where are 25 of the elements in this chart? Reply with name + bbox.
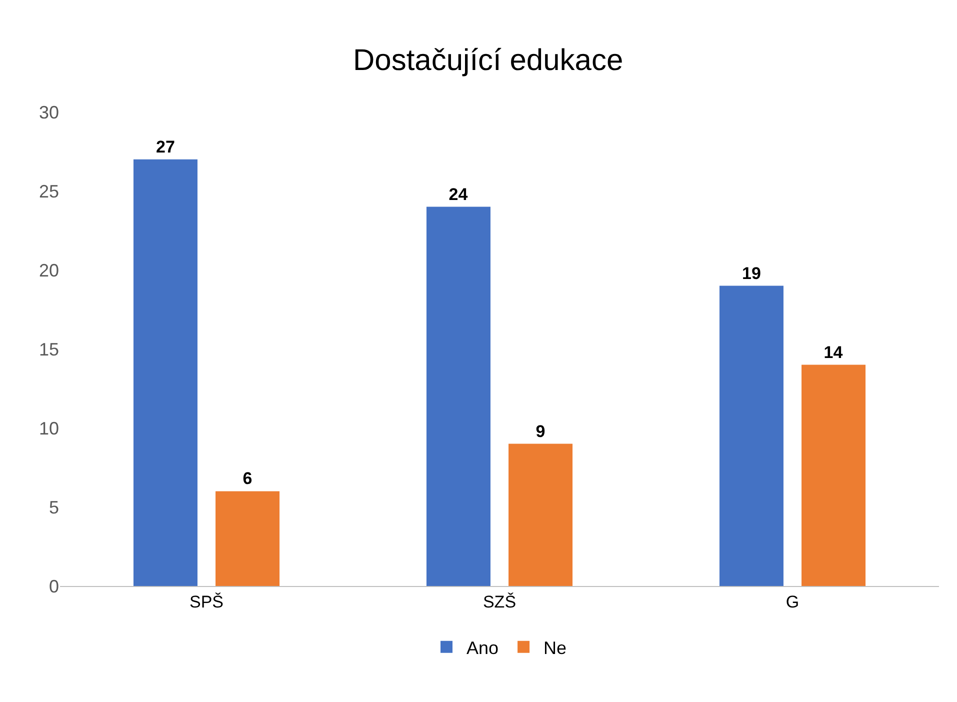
y-tick-label: 5: [48, 497, 59, 518]
y-tick-label: 0: [48, 576, 59, 596]
data-label: 14: [824, 342, 844, 362]
data-label: 6: [242, 469, 252, 488]
bar: [719, 286, 784, 586]
x-tick-label: SPŠ: [189, 592, 224, 612]
bar: [508, 444, 573, 586]
data-label: 19: [742, 264, 761, 283]
data-label: 24: [448, 184, 468, 204]
legend-label: Ne: [544, 638, 567, 658]
y-tick-label: 15: [38, 339, 59, 360]
chart-title: Dostačující edukace: [352, 44, 624, 78]
x-tick-label: SZŠ: [482, 592, 516, 612]
y-tick-label: 20: [38, 260, 59, 280]
bar: [133, 159, 198, 586]
data-label: 27: [156, 137, 175, 156]
bar: [802, 364, 866, 586]
data-label: 9: [536, 422, 546, 441]
bar: [216, 491, 280, 586]
y-tick-label: 30: [38, 102, 59, 122]
x-tick-label: G: [786, 592, 800, 612]
y-tick-label: 25: [38, 181, 59, 202]
legend-label: Ano: [466, 638, 499, 658]
bar: [426, 206, 490, 586]
y-tick-label: 10: [38, 418, 59, 438]
